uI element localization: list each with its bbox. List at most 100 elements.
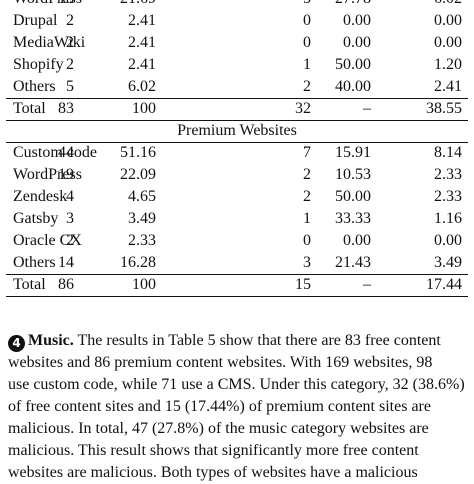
cell-name: Oracle CX [13,232,82,249]
cell-n1: 14 [58,254,74,271]
cell-n1: 2 [66,56,74,73]
cell-p3: 2.41 [434,78,462,95]
cell-n2: 1 [303,56,311,73]
table-rule [6,142,468,143]
table-row: Others 5 6.02 2 40.00 2.41 [0,76,474,98]
cell-p3: 3.49 [434,254,462,271]
cell-n2: 3 [303,254,311,271]
cell-p1: 2.41 [128,56,156,73]
results-table: WordPress1821.69527.786.02Drupal22.4100.… [0,0,474,297]
cell-p2: 10.53 [335,166,371,183]
table-row: Gatsby 3 3.49 1 33.33 1.16 [0,208,474,230]
paragraph-line-7: websites are malicious. Both types of we… [8,464,418,481]
cell-p1: 6.02 [128,78,156,95]
cell-n1: 5 [66,78,74,95]
cell-p1: 16.28 [120,254,156,271]
cell-n1: 86 [58,276,74,293]
cell-n2: 2 [303,188,311,205]
cell-n1: 83 [58,100,74,117]
cell-p1: 22.09 [120,166,156,183]
total-row: Total 83 100 32 – 38.55 [0,98,474,120]
cell-p1: 100 [132,276,156,293]
cell-p2: 0.00 [343,232,371,249]
table-row: Oracle CX 2 2.33 0 0.00 0.00 [0,230,474,252]
cell-p2: 21.43 [335,254,371,271]
cell-p3: 2.33 [434,188,462,205]
table-row: Drupal 2 2.41 0 0.00 0.00 [0,10,474,32]
cell-n1: 3 [66,210,74,227]
table-row: Others 14 16.28 3 21.43 3.49 [0,252,474,274]
cell-name: Zendesk [13,188,68,205]
table-row: Shopify 2 2.41 1 50.00 1.20 [0,54,474,76]
cell-p1: 2.33 [128,232,156,249]
cell-n2: 0 [303,232,311,249]
cell-n1: 2 [66,12,74,29]
cell-n2: 0 [303,34,311,51]
cell-name: Others [13,254,56,271]
cell-n2: 5 [303,0,311,10]
cell-name: Total [13,276,46,293]
cell-p1: 21.69 [120,0,156,10]
cell-p3: 38.55 [426,100,462,117]
cell-p3: 0.00 [434,12,462,29]
cell-name: WordPress [13,166,82,183]
table-rule [6,296,468,297]
cell-n2: 1 [303,210,311,227]
cell-name: WordPress [13,0,82,10]
section-heading-row: Premium Websites [0,120,474,142]
cell-p3: 6.02 [434,0,462,10]
cell-name: Others [13,78,56,95]
paragraph-line-1: 4 Music. The results in Table 5 show that… [8,330,468,352]
cell-p1: 2.41 [128,12,156,29]
cell-n1: 2 [66,34,74,51]
cell-p2: 0.00 [343,12,371,29]
paragraph-line-4: of free content sites and 15 (17.44%) of… [8,398,431,415]
cell-n1: 18 [58,0,74,10]
cell-p3: 1.20 [434,56,462,73]
cell-p3: 2.33 [434,166,462,183]
numbered-circle-badge: 4 [8,335,25,352]
cell-n2: 2 [303,78,311,95]
cell-p2: 50.00 [335,56,371,73]
table-rule [6,98,468,99]
cell-p2: – [363,276,371,293]
paragraph-line-3: use custom code, while 71 use a CMS. Und… [8,376,465,393]
table-row: Custom code 44 51.16 7 15.91 8.14 [0,142,474,164]
cell-p1: 2.41 [128,34,156,51]
table-row: Zendesk 4 4.65 2 50.00 2.33 [0,186,474,208]
cell-n2: 7 [303,144,311,161]
cell-p2: 40.00 [335,78,371,95]
paragraph-lead: Music. [28,332,74,349]
table-row: MediaWiki 2 2.41 0 0.00 0.00 [0,32,474,54]
cell-p3: 0.00 [434,232,462,249]
cell-p2: 15.91 [335,144,371,161]
table-rule [6,120,468,121]
cell-n1: 4 [66,188,74,205]
cell-p1: 3.49 [128,210,156,227]
music-paragraph: 4 Music. The results in Table 5 show that… [8,330,468,484]
paragraph-line-2: websites and 86 premium content websites… [8,354,433,371]
cell-n1: 44 [58,144,74,161]
cell-name: Gatsby [13,210,59,227]
table-rule [6,274,468,275]
cell-n1: 2 [66,232,74,249]
cell-n2: 15 [295,276,311,293]
cell-p3: 0.00 [434,34,462,51]
cell-p2: 27.78 [335,0,371,10]
cell-name: MediaWiki [13,34,86,51]
cell-p2: – [363,100,371,117]
cell-n2: 0 [303,12,311,29]
table-row: WordPress18 21.69 5 27.78 6.02 [0,0,474,10]
cell-p2: 33.33 [335,210,371,227]
cell-n2: 32 [295,100,311,117]
total-row: Total 86 100 15 – 17.44 [0,274,474,296]
section-heading: Premium Websites [177,122,297,139]
cell-p2: 0.00 [343,34,371,51]
cell-name: Custom code [13,144,97,161]
cell-name: Total [13,100,46,117]
cell-p3: 17.44 [426,276,462,293]
cell-p3: 8.14 [434,144,462,161]
cell-name: Shopify [13,56,64,73]
cell-n2: 2 [303,166,311,183]
